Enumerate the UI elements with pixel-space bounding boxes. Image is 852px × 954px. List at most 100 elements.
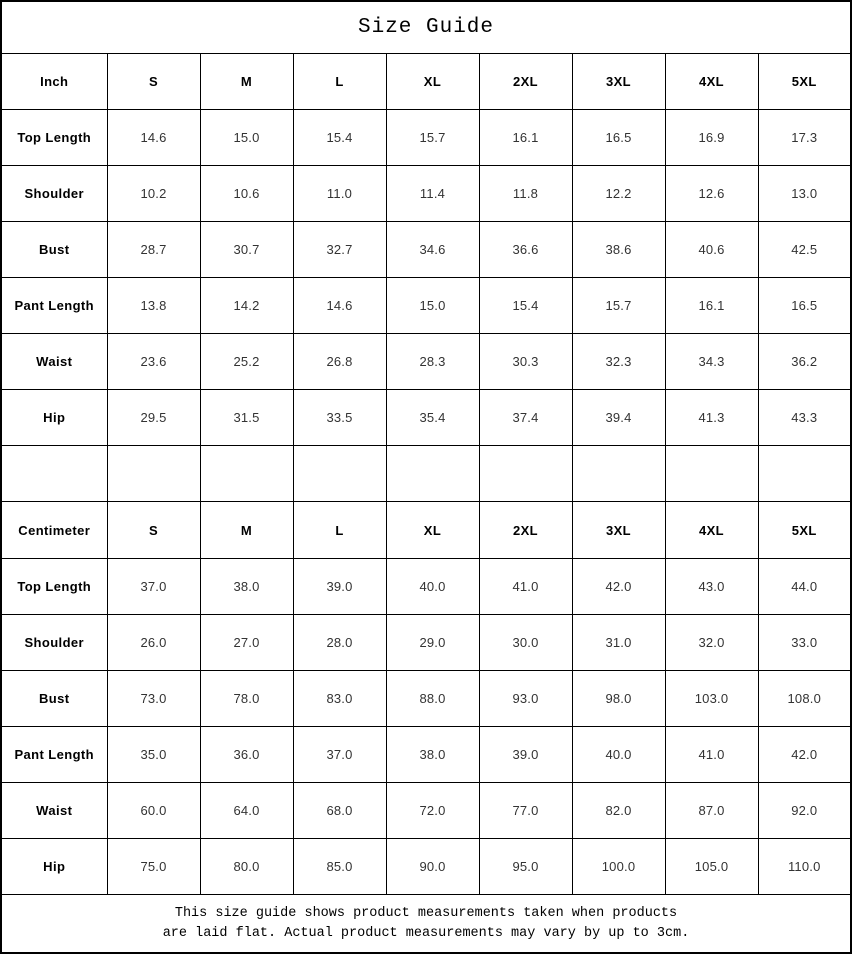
measurement-value: 12.6 bbox=[664, 164, 759, 222]
measurement-value: 32.0 bbox=[664, 613, 759, 671]
measurement-value: 35.0 bbox=[106, 725, 201, 784]
measurement-value: 27.0 bbox=[199, 613, 294, 671]
page-title: Size Guide bbox=[0, 0, 852, 54]
size-column-header: S bbox=[106, 501, 201, 559]
size-column-header: L bbox=[292, 501, 387, 559]
footer-note-line2: are laid flat. Actual product measuremen… bbox=[162, 925, 690, 941]
size-column-header: 4XL bbox=[664, 501, 759, 559]
row-label: Hip bbox=[0, 389, 108, 447]
empty-cell bbox=[106, 445, 201, 503]
measurement-value: 16.9 bbox=[664, 108, 759, 166]
measurement-value: 13.0 bbox=[757, 164, 852, 222]
measurement-value: 34.6 bbox=[385, 220, 480, 279]
row-label: Bust bbox=[0, 220, 108, 279]
measurement-value: 23.6 bbox=[106, 333, 201, 391]
unit-header-inch: Inch bbox=[0, 52, 108, 110]
size-column-header: 5XL bbox=[757, 501, 852, 559]
empty-cell bbox=[385, 445, 480, 503]
unit-header-centimeter: Centimeter bbox=[0, 501, 108, 559]
measurement-value: 14.2 bbox=[199, 277, 294, 335]
inch-header-row: Inch S M L XL 2XL 3XL 4XL 5XL bbox=[0, 52, 852, 110]
measurement-value: 13.8 bbox=[106, 277, 201, 335]
measurement-value: 31.5 bbox=[199, 389, 294, 447]
measurement-value: 37.4 bbox=[478, 389, 573, 447]
measurement-value: 40.0 bbox=[385, 557, 480, 615]
footer-note-line1: This size guide shows product measuremen… bbox=[174, 905, 678, 921]
measurement-value: 92.0 bbox=[757, 782, 852, 840]
measurement-value: 110.0 bbox=[757, 838, 852, 896]
size-column-header: 2XL bbox=[478, 501, 573, 559]
spacer-row bbox=[0, 445, 852, 503]
size-column-header: M bbox=[199, 52, 294, 110]
measurement-value: 10.6 bbox=[199, 164, 294, 222]
empty-cell bbox=[478, 445, 573, 503]
measurement-value: 38.0 bbox=[199, 557, 294, 615]
footer-note: This size guide shows product measuremen… bbox=[0, 894, 852, 954]
measurement-value: 80.0 bbox=[199, 838, 294, 896]
row-label: Pant Length bbox=[0, 725, 108, 784]
measurement-value: 87.0 bbox=[664, 782, 759, 840]
measurement-value: 26.0 bbox=[106, 613, 201, 671]
row-label: Waist bbox=[0, 333, 108, 391]
measurement-value: 82.0 bbox=[571, 782, 666, 840]
measurement-value: 28.0 bbox=[292, 613, 387, 671]
row-label: Shoulder bbox=[0, 613, 108, 671]
measurement-value: 25.2 bbox=[199, 333, 294, 391]
footer-row: This size guide shows product measuremen… bbox=[0, 894, 852, 954]
measurement-value: 11.0 bbox=[292, 164, 387, 222]
measurement-value: 95.0 bbox=[478, 838, 573, 896]
measurement-row-waist-cm: Waist 60.0 64.0 68.0 72.0 77.0 82.0 87.0… bbox=[0, 782, 852, 840]
measurement-value: 28.7 bbox=[106, 220, 201, 279]
measurement-row-pant-length-cm: Pant Length 35.0 36.0 37.0 38.0 39.0 40.… bbox=[0, 725, 852, 784]
measurement-value: 105.0 bbox=[664, 838, 759, 896]
measurement-value: 36.2 bbox=[757, 333, 852, 391]
measurement-value: 103.0 bbox=[664, 669, 759, 727]
size-column-header: XL bbox=[385, 501, 480, 559]
measurement-value: 35.4 bbox=[385, 389, 480, 447]
row-label: Hip bbox=[0, 838, 108, 896]
centimeter-header-row: Centimeter S M L XL 2XL 3XL 4XL 5XL bbox=[0, 501, 852, 559]
measurement-value: 16.5 bbox=[571, 108, 666, 166]
measurement-value: 12.2 bbox=[571, 164, 666, 222]
empty-cell bbox=[664, 445, 759, 503]
measurement-value: 83.0 bbox=[292, 669, 387, 727]
measurement-value: 75.0 bbox=[106, 838, 201, 896]
empty-cell bbox=[757, 445, 852, 503]
size-column-header: 3XL bbox=[571, 501, 666, 559]
measurement-value: 44.0 bbox=[757, 557, 852, 615]
measurement-value: 33.5 bbox=[292, 389, 387, 447]
measurement-value: 100.0 bbox=[571, 838, 666, 896]
measurement-value: 78.0 bbox=[199, 669, 294, 727]
size-column-header: 3XL bbox=[571, 52, 666, 110]
measurement-value: 15.4 bbox=[292, 108, 387, 166]
measurement-value: 42.5 bbox=[757, 220, 852, 279]
empty-cell bbox=[0, 445, 108, 503]
measurement-value: 39.0 bbox=[478, 725, 573, 784]
measurement-value: 30.0 bbox=[478, 613, 573, 671]
measurement-value: 43.0 bbox=[664, 557, 759, 615]
row-label: Shoulder bbox=[0, 164, 108, 222]
row-label: Top Length bbox=[0, 108, 108, 166]
measurement-value: 64.0 bbox=[199, 782, 294, 840]
size-column-header: XL bbox=[385, 52, 480, 110]
measurement-value: 16.1 bbox=[664, 277, 759, 335]
measurement-value: 15.7 bbox=[571, 277, 666, 335]
size-column-header: S bbox=[106, 52, 201, 110]
measurement-value: 68.0 bbox=[292, 782, 387, 840]
measurement-value: 108.0 bbox=[757, 669, 852, 727]
empty-cell bbox=[292, 445, 387, 503]
measurement-value: 16.1 bbox=[478, 108, 573, 166]
measurement-value: 43.3 bbox=[757, 389, 852, 447]
measurement-value: 29.0 bbox=[385, 613, 480, 671]
measurement-row-pant-length-inch: Pant Length 13.8 14.2 14.6 15.0 15.4 15.… bbox=[0, 277, 852, 335]
measurement-value: 42.0 bbox=[571, 557, 666, 615]
measurement-value: 32.3 bbox=[571, 333, 666, 391]
measurement-value: 90.0 bbox=[385, 838, 480, 896]
measurement-row-bust-inch: Bust 28.7 30.7 32.7 34.6 36.6 38.6 40.6 … bbox=[0, 220, 852, 279]
measurement-value: 16.5 bbox=[757, 277, 852, 335]
measurement-value: 37.0 bbox=[292, 725, 387, 784]
measurement-value: 34.3 bbox=[664, 333, 759, 391]
measurement-value: 28.3 bbox=[385, 333, 480, 391]
measurement-row-bust-cm: Bust 73.0 78.0 83.0 88.0 93.0 98.0 103.0… bbox=[0, 669, 852, 727]
